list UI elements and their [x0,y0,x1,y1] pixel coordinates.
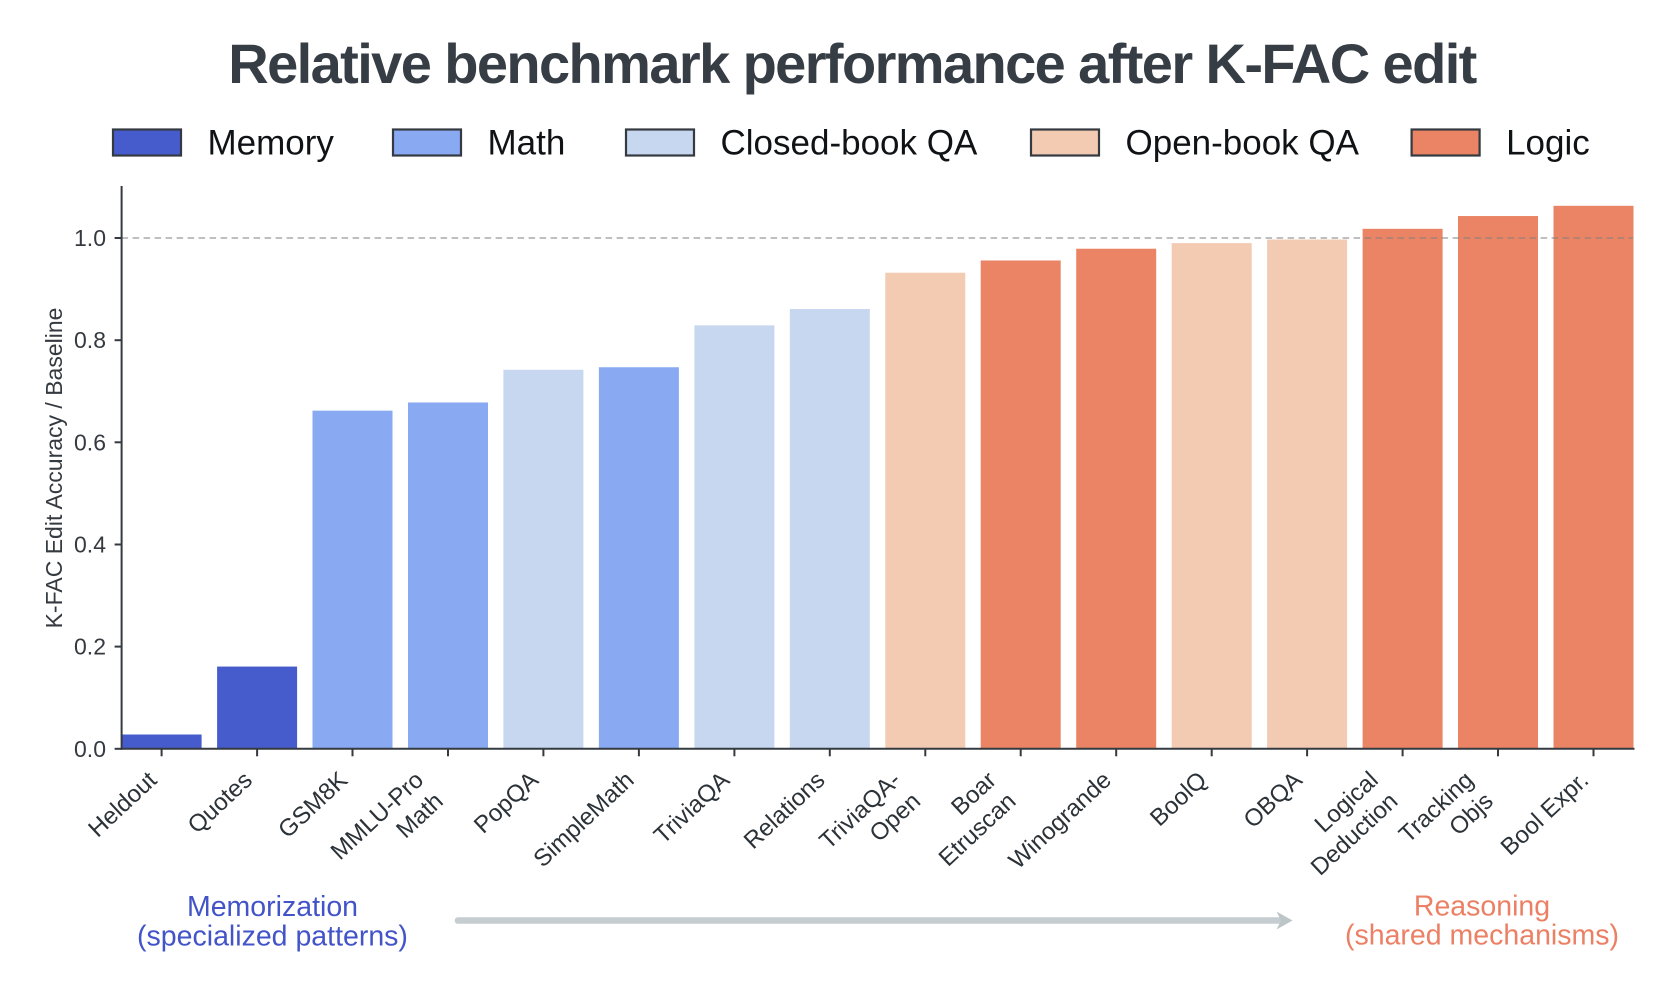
svg-text:Reasoning: Reasoning [1414,891,1550,923]
svg-text:Memory: Memory [208,124,335,163]
svg-text:0.4: 0.4 [74,532,106,558]
svg-text:Open-book QA: Open-book QA [1126,124,1360,163]
svg-text:Relative benchmark performance: Relative benchmark performance after K-F… [228,32,1476,95]
svg-text:0.0: 0.0 [74,736,106,762]
svg-text:(specialized patterns): (specialized patterns) [137,920,408,952]
svg-text:1.0: 1.0 [74,225,106,251]
svg-text:(shared mechanisms): (shared mechanisms) [1345,920,1619,952]
svg-text:K-FAC Edit Accuracy / Baseline: K-FAC Edit Accuracy / Baseline [41,308,67,629]
svg-text:0.6: 0.6 [74,429,106,455]
svg-text:Memorization: Memorization [187,891,358,923]
svg-text:Math: Math [488,124,566,163]
svg-text:Logic: Logic [1506,124,1590,163]
svg-text:Closed-book QA: Closed-book QA [721,124,978,163]
svg-text:0.8: 0.8 [74,327,106,353]
svg-text:0.2: 0.2 [74,634,106,660]
